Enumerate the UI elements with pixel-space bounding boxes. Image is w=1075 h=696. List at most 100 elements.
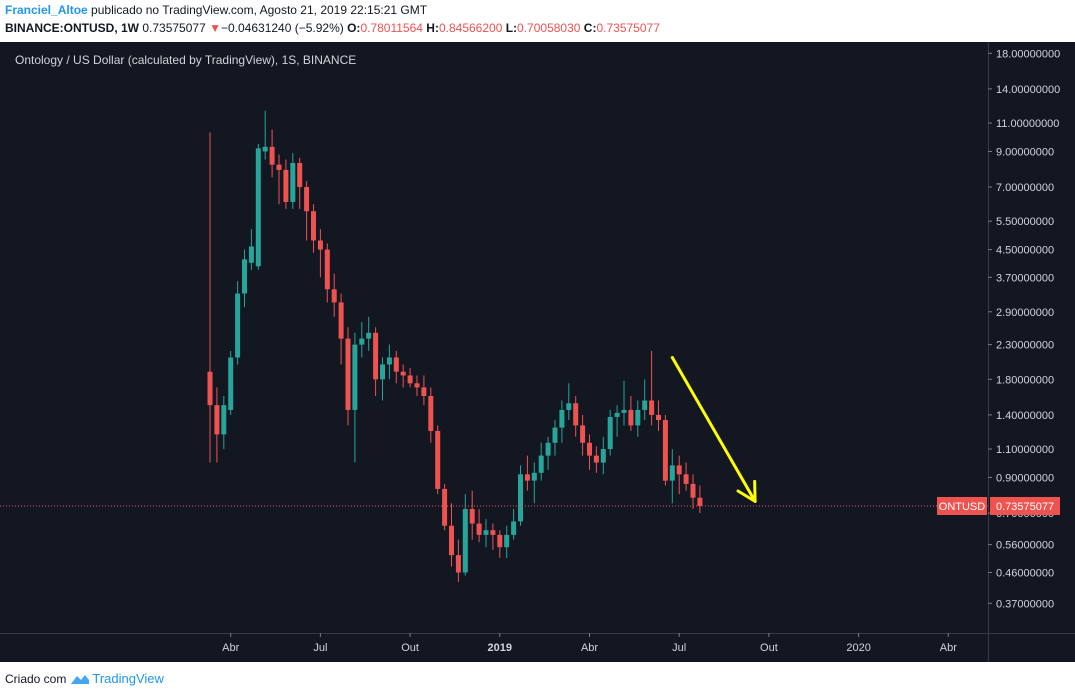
candle[interactable]: [559, 400, 565, 443]
candle[interactable]: [221, 396, 227, 450]
candle[interactable]: [614, 405, 620, 437]
candle[interactable]: [290, 153, 296, 209]
chart-background: [0, 42, 1075, 662]
candle[interactable]: [324, 243, 330, 303]
candle-body: [697, 497, 703, 506]
author-name[interactable]: Franciel_Altoe: [5, 3, 88, 17]
candle[interactable]: [269, 129, 275, 178]
candle[interactable]: [642, 379, 648, 421]
candle[interactable]: [490, 523, 496, 550]
footer: Criado com TradingView: [5, 671, 164, 686]
candle[interactable]: [352, 332, 358, 463]
y-tick-label: 1.80000000: [996, 374, 1054, 386]
candle-body: [269, 146, 275, 165]
y-tick-label: 1.10000000: [996, 444, 1054, 456]
candle[interactable]: [373, 327, 379, 397]
candle[interactable]: [311, 204, 316, 253]
candle[interactable]: [656, 400, 661, 431]
candle[interactable]: [662, 414, 668, 486]
candle[interactable]: [649, 350, 655, 426]
candle[interactable]: [414, 375, 420, 397]
candle[interactable]: [317, 229, 323, 278]
y-tick-label: 2.30000000: [996, 340, 1054, 352]
candle[interactable]: [669, 449, 675, 504]
candle[interactable]: [531, 462, 537, 504]
candle[interactable]: [593, 446, 599, 473]
candle[interactable]: [483, 519, 489, 548]
candle-body: [331, 289, 337, 303]
trend-arrow-shaft: [670, 356, 757, 503]
candle[interactable]: [497, 530, 503, 558]
candle[interactable]: [242, 249, 247, 308]
y-tick-label: 5.50000000: [996, 216, 1054, 228]
candle[interactable]: [545, 436, 551, 470]
candle[interactable]: [538, 442, 544, 481]
candle[interactable]: [462, 494, 468, 576]
candle[interactable]: [566, 383, 572, 421]
candle[interactable]: [524, 455, 530, 491]
candle[interactable]: [297, 157, 303, 209]
candle[interactable]: [455, 539, 461, 583]
candle-body: [511, 521, 517, 535]
candle[interactable]: [393, 350, 399, 384]
candle[interactable]: [214, 387, 220, 463]
candle[interactable]: [683, 462, 689, 491]
y-tick-label: 7.00000000: [996, 182, 1054, 194]
tradingview-brand[interactable]: TradingView: [92, 671, 164, 686]
candle-body: [614, 412, 620, 417]
candle[interactable]: [235, 281, 241, 365]
candle[interactable]: [331, 273, 337, 317]
candle[interactable]: [511, 509, 517, 540]
close-label: C:: [583, 21, 597, 35]
candle-body: [504, 534, 510, 548]
candle[interactable]: [607, 409, 613, 456]
candle-body: [469, 509, 475, 524]
candle-body: [207, 371, 213, 406]
trend-arrow[interactable]: [670, 356, 757, 503]
candle[interactable]: [442, 483, 448, 531]
candle[interactable]: [449, 503, 454, 567]
symbol-name: BINANCE:ONTUSD, 1W: [5, 21, 139, 35]
candle[interactable]: [255, 143, 261, 270]
candle[interactable]: [338, 293, 344, 365]
candle[interactable]: [621, 380, 627, 426]
candle[interactable]: [228, 350, 234, 415]
candle[interactable]: [345, 327, 351, 426]
candle[interactable]: [304, 181, 310, 241]
candle[interactable]: [469, 490, 475, 540]
candle[interactable]: [276, 154, 282, 205]
candle[interactable]: [380, 357, 385, 401]
candle[interactable]: [248, 229, 254, 270]
candle[interactable]: [435, 425, 441, 495]
candle[interactable]: [697, 485, 703, 514]
candle[interactable]: [400, 364, 406, 388]
candle[interactable]: [359, 321, 365, 358]
candle-body: [476, 523, 482, 535]
candle[interactable]: [262, 110, 268, 160]
candle[interactable]: [552, 420, 558, 456]
candle[interactable]: [421, 375, 427, 406]
candle-body: [235, 293, 241, 358]
candle[interactable]: [690, 474, 696, 510]
candle[interactable]: [573, 396, 579, 437]
candle[interactable]: [386, 344, 392, 380]
candle[interactable]: [476, 509, 482, 543]
candle[interactable]: [504, 525, 510, 558]
candle[interactable]: [283, 159, 289, 209]
candle[interactable]: [580, 414, 586, 456]
price-chart[interactable]: Ontology / US Dollar (calculated by Trad…: [0, 42, 1075, 662]
candle[interactable]: [676, 455, 682, 495]
candle[interactable]: [207, 132, 213, 463]
candle[interactable]: [428, 387, 434, 443]
candle[interactable]: [587, 434, 592, 470]
candle-body: [442, 488, 448, 526]
candle[interactable]: [366, 316, 372, 351]
trend-arrow-head: [736, 479, 757, 503]
candle-body: [317, 240, 323, 250]
candle[interactable]: [600, 436, 606, 475]
candle[interactable]: [635, 400, 641, 437]
candle[interactable]: [518, 465, 523, 526]
candle[interactable]: [407, 367, 413, 388]
candle-body: [449, 525, 454, 556]
candle[interactable]: [628, 396, 634, 431]
